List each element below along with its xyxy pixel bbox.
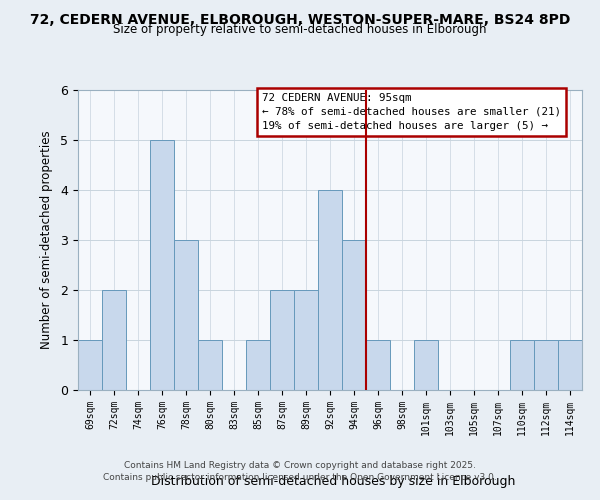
Text: Distribution of semi-detached houses by size in Elborough: Distribution of semi-detached houses by …: [151, 474, 515, 488]
Text: 72 CEDERN AVENUE: 95sqm
← 78% of semi-detached houses are smaller (21)
19% of se: 72 CEDERN AVENUE: 95sqm ← 78% of semi-de…: [262, 93, 561, 131]
Bar: [558, 340, 582, 390]
Bar: [294, 290, 318, 390]
Y-axis label: Number of semi-detached properties: Number of semi-detached properties: [40, 130, 53, 350]
Bar: [318, 190, 342, 390]
Bar: [246, 340, 270, 390]
Bar: [414, 340, 438, 390]
Bar: [150, 140, 174, 390]
Bar: [174, 240, 198, 390]
Text: 72, CEDERN AVENUE, ELBOROUGH, WESTON-SUPER-MARE, BS24 8PD: 72, CEDERN AVENUE, ELBOROUGH, WESTON-SUP…: [30, 12, 570, 26]
Text: Contains HM Land Registry data © Crown copyright and database right 2025.
Contai: Contains HM Land Registry data © Crown c…: [103, 461, 497, 482]
Bar: [342, 240, 366, 390]
Bar: [510, 340, 534, 390]
Bar: [534, 340, 558, 390]
Bar: [78, 340, 102, 390]
Bar: [270, 290, 294, 390]
Bar: [198, 340, 222, 390]
Text: Size of property relative to semi-detached houses in Elborough: Size of property relative to semi-detach…: [113, 22, 487, 36]
Bar: [366, 340, 390, 390]
Bar: [102, 290, 126, 390]
